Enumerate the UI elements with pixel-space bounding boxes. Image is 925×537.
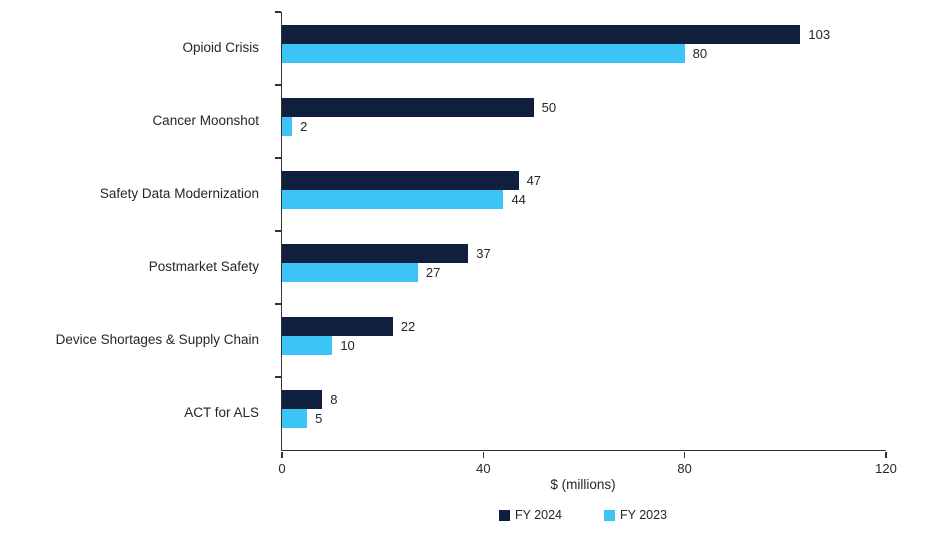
x-axis-tick-label: 120 bbox=[875, 461, 897, 476]
data-label: 5 bbox=[315, 411, 323, 426]
legend-item-fy2024: FY 2024 bbox=[498, 508, 562, 522]
category-label: Safety Data Modernization bbox=[99, 185, 259, 201]
x-axis-tick bbox=[885, 451, 887, 458]
y-axis-tick bbox=[274, 11, 281, 13]
category-label: Cancer Moonshot bbox=[152, 112, 259, 128]
bar-fy2023 bbox=[282, 409, 308, 428]
bar-fy2024 bbox=[282, 317, 393, 336]
category-label: Device Shortages & Supply Chain bbox=[55, 331, 259, 347]
category-label: Opioid Crisis bbox=[182, 39, 259, 55]
x-axis-title: $ (millions) bbox=[550, 477, 616, 492]
data-label: 47 bbox=[526, 173, 542, 188]
y-axis-tick bbox=[274, 84, 281, 86]
data-label: 27 bbox=[425, 265, 441, 280]
category-label: Postmarket Safety bbox=[148, 258, 259, 274]
bar-fy2023 bbox=[282, 117, 293, 136]
x-axis-tick bbox=[683, 451, 686, 458]
data-label: 80 bbox=[692, 46, 708, 61]
bar-fy2024 bbox=[282, 171, 519, 190]
x-axis-tick bbox=[281, 451, 283, 458]
y-axis-tick bbox=[274, 303, 281, 305]
legend-label-fy2024: FY 2024 bbox=[514, 508, 562, 522]
data-label: 22 bbox=[400, 319, 416, 334]
x-axis-tick-label: 0 bbox=[278, 461, 286, 476]
legend-item-fy2023: FY 2023 bbox=[604, 508, 667, 522]
data-label: 44 bbox=[511, 192, 526, 207]
data-label: 8 bbox=[330, 392, 338, 407]
legend-swatch-fy2024 bbox=[498, 509, 510, 521]
bar-fy2024 bbox=[282, 390, 323, 409]
category-label: ACT for ALS bbox=[184, 404, 259, 420]
y-axis-tick bbox=[274, 376, 281, 378]
plot-area: Opioid Crisis 103 80 Cancer Moonshot 50 2 Safe… bbox=[56, 11, 897, 476]
y-axis-tick bbox=[274, 230, 281, 232]
bar-fy2023 bbox=[282, 263, 418, 282]
x-axis-tick-label: 40 bbox=[476, 461, 491, 476]
data-label: 37 bbox=[476, 246, 491, 261]
y-axis-tick bbox=[274, 157, 281, 159]
bar-fy2024 bbox=[282, 25, 801, 44]
data-label: 10 bbox=[340, 338, 355, 353]
data-label: 2 bbox=[300, 119, 308, 134]
bar-fy2023 bbox=[282, 190, 504, 209]
legend: FY 2024 FY 2023 bbox=[281, 508, 885, 522]
bar-fy2024 bbox=[282, 244, 469, 263]
bar-fy2023 bbox=[282, 336, 333, 355]
x-axis-tick-label: 80 bbox=[677, 461, 692, 476]
legend-swatch-fy2023 bbox=[604, 509, 615, 521]
bar-fy2023 bbox=[282, 44, 685, 63]
x-axis-tick bbox=[482, 451, 485, 458]
data-label: 50 bbox=[541, 100, 557, 115]
legend-label-fy2023: FY 2023 bbox=[620, 508, 668, 522]
bar-fy2024 bbox=[282, 98, 534, 117]
data-label: 103 bbox=[808, 27, 831, 42]
